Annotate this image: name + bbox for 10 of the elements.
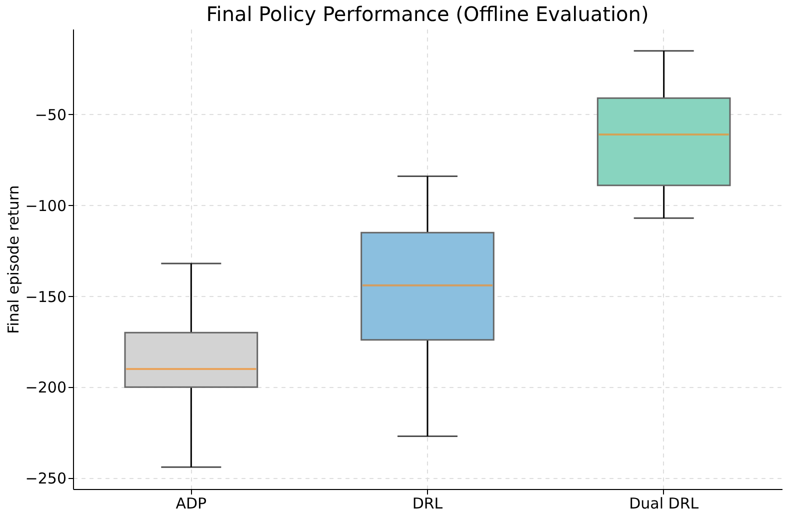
y-tick-label: −250 <box>25 470 66 488</box>
y-axis-title: Final episode return <box>4 185 22 334</box>
y-tick-label: −200 <box>25 378 66 397</box>
x-tick-label: Dual DRL <box>629 494 700 512</box>
x-tick-label: ADP <box>176 494 207 512</box>
y-tick-label: −150 <box>25 288 66 306</box>
x-tick-label: DRL <box>412 494 444 512</box>
y-tick-label: −100 <box>25 196 66 215</box>
chart-title: Final Policy Performance (Offline Evaluation) <box>206 2 649 26</box>
y-tick-label: −50 <box>34 106 66 124</box>
